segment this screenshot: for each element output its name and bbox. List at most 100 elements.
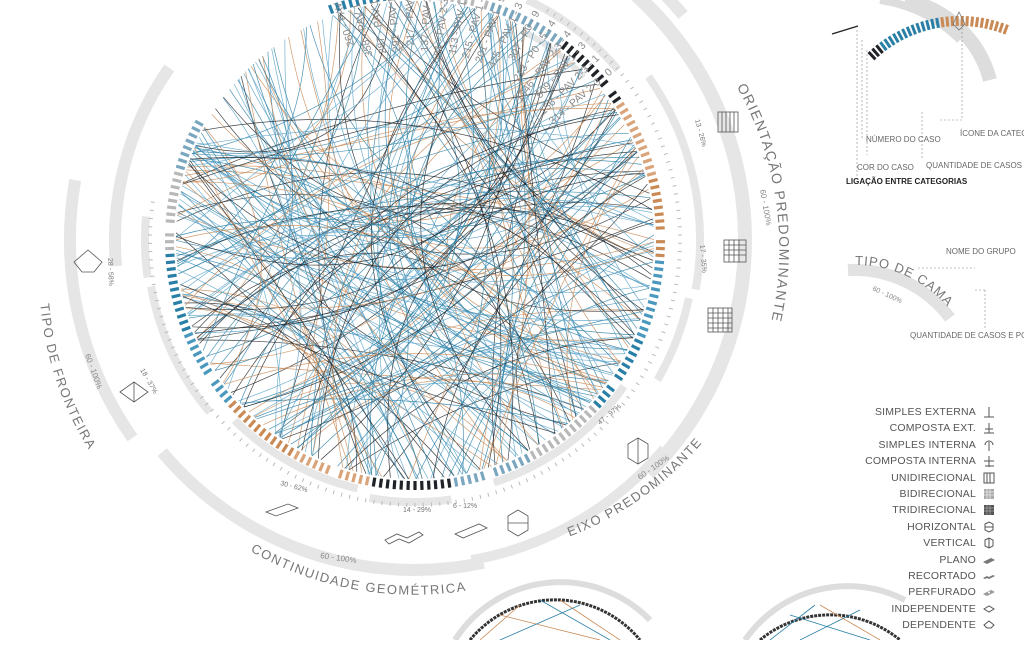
category-subtick — [648, 115, 652, 117]
dependente-icon — [982, 618, 996, 632]
category-tick — [435, 480, 436, 489]
category-tick — [481, 472, 484, 481]
key-tick — [1000, 23, 1003, 33]
category-subtick — [671, 300, 675, 301]
category-subtick — [472, 497, 473, 501]
key-tick — [952, 16, 953, 26]
category-tick — [642, 321, 651, 324]
category-subtick — [652, 354, 656, 356]
key-tick — [898, 31, 903, 40]
category-tick — [171, 186, 180, 188]
independente-icon — [120, 382, 148, 402]
category-subtick — [594, 433, 597, 436]
category-tick — [513, 460, 517, 468]
category-subtick — [222, 421, 225, 424]
recortado-icon — [385, 532, 423, 544]
category-tick — [189, 134, 197, 138]
category-tick — [277, 441, 282, 449]
category-subtick — [673, 292, 677, 293]
perfurado-icon — [455, 524, 487, 538]
category-tick — [652, 193, 661, 195]
category-tick — [169, 193, 178, 195]
category-subtick — [365, 498, 366, 502]
category-subtick — [644, 108, 648, 110]
category-subtick — [240, 438, 243, 441]
key-tick — [876, 45, 882, 53]
category-tick — [654, 269, 663, 270]
category-subtick — [673, 186, 677, 187]
legend-item: BIDIRECIONAL — [900, 486, 997, 502]
category-tick — [271, 437, 276, 444]
category-tick — [615, 375, 623, 380]
category-tick — [204, 369, 212, 374]
category-tick — [249, 420, 255, 427]
category-tick — [192, 127, 200, 131]
category-subtick — [636, 383, 639, 385]
category-tick — [169, 282, 178, 284]
category-subtick — [526, 478, 528, 482]
tridirecional-icon — [708, 308, 732, 332]
vertical-icon — [628, 438, 648, 464]
category-subtick — [310, 482, 312, 486]
category-tick — [366, 476, 368, 485]
composta-externa-icon — [982, 421, 996, 435]
category-tick — [636, 140, 644, 144]
composta-interna-icon — [982, 454, 996, 468]
category-tick — [401, 481, 402, 490]
category-tick — [173, 302, 182, 304]
category-tick — [624, 115, 632, 120]
group-band — [649, 77, 701, 290]
category-tick — [647, 173, 656, 175]
legend-item-label: COMPOSTA INTERNA — [865, 455, 976, 467]
category-subtick — [287, 471, 289, 475]
category-tick — [178, 159, 187, 162]
category-subtick — [448, 501, 449, 505]
legend-item-label: COMPOSTA EXT. — [890, 422, 976, 434]
category-tick — [653, 275, 662, 276]
category-tick — [234, 406, 241, 412]
legend-item-label: PERFURADO — [908, 586, 976, 598]
category-tick — [531, 451, 535, 459]
category-tick — [585, 411, 591, 417]
perfurado-icon — [982, 585, 996, 599]
chord-link — [442, 8, 490, 477]
category-tick — [452, 0, 453, 2]
category-subtick — [575, 449, 577, 452]
category-subtick — [259, 454, 261, 457]
category-tick — [254, 425, 260, 432]
legend-item-label: BIDIRECIONAL — [900, 488, 977, 500]
category-tick — [652, 282, 661, 284]
category-tick — [462, 476, 464, 485]
category-tick — [265, 433, 270, 440]
legend-item: SIMPLES EXTERNA — [875, 404, 996, 420]
key-tick — [995, 21, 998, 31]
category-subtick — [669, 308, 673, 309]
category-subtick — [318, 485, 319, 489]
key-tick — [990, 20, 992, 30]
category-subtick — [266, 458, 268, 461]
category-tick — [635, 340, 643, 344]
category-tick — [353, 473, 355, 482]
group-band — [658, 298, 689, 380]
category-tick — [168, 275, 177, 276]
category-subtick — [548, 467, 550, 471]
category-tick — [646, 308, 655, 311]
category-subtick — [630, 87, 633, 89]
category-tick — [651, 289, 660, 291]
category-subtick — [659, 339, 663, 341]
category-tick — [629, 352, 637, 356]
category-subtick — [640, 376, 643, 378]
category-subtick — [666, 161, 670, 162]
category-subtick — [667, 316, 671, 317]
category-tick — [640, 327, 648, 330]
key-numero-label: NÚMERO DO CASO — [866, 135, 941, 144]
category-tick — [429, 481, 430, 490]
category-subtick — [216, 415, 219, 418]
legend-item-label: HORIZONTAL — [907, 521, 976, 533]
group-range-orientacao: 60 - 100% — [758, 189, 773, 226]
unidirecional-icon — [982, 471, 996, 485]
category-tick — [166, 221, 175, 222]
category-subtick — [341, 493, 342, 497]
category-tick — [455, 478, 457, 487]
legend-item: TRIDIRECIONAL — [892, 502, 996, 518]
